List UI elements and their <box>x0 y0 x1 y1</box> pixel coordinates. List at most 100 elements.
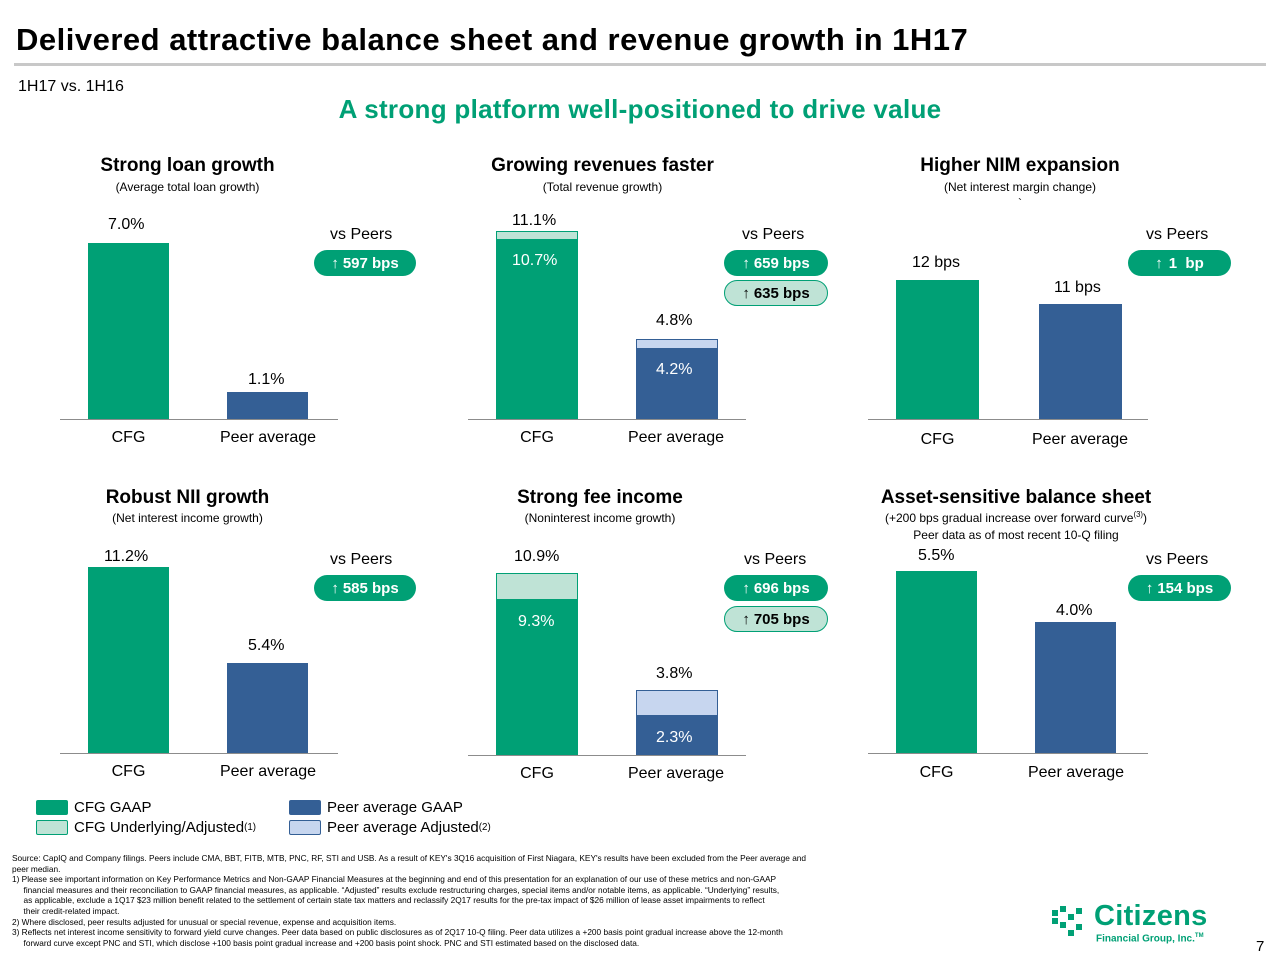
asset-cat-cfg: CFG <box>919 764 954 781</box>
fee-peer-adjusted-bar <box>636 690 718 716</box>
footnote-line: financial measures and their reconciliat… <box>12 884 780 895</box>
legend-label: CFG GAAP <box>74 799 152 816</box>
legend-peer-adjusted: Peer average Adjusted (2) <box>289 819 491 836</box>
fee-cat-cfg: CFG <box>520 765 554 782</box>
asset-cat-peer: Peer average <box>1027 764 1125 781</box>
revenue-delta-pill-adjusted: ↑ 635 bps <box>724 280 828 306</box>
asset-peer-bar <box>1035 622 1116 753</box>
legend-swatch-cfg-adjusted <box>36 820 68 835</box>
nim-peer-value: 11 bps <box>1054 279 1101 296</box>
revenue-peer-adjusted-bar <box>636 339 718 349</box>
loan-peer-bar <box>227 392 308 419</box>
up-arrow-icon: ↑ <box>1145 579 1154 597</box>
legend-peer-gaap: Peer average GAAP <box>289 799 463 816</box>
citizens-logo-wordmark: Citizens <box>1094 900 1208 932</box>
nii-panel-subtitle: (Net interest income growth) <box>112 511 263 525</box>
asset-delta-pill: ↑ 154 bps <box>1128 575 1231 601</box>
citizens-logo-tm: TM <box>1194 933 1204 939</box>
nii-cat-cfg: CFG <box>111 763 146 780</box>
fee-panel-title: Strong fee income <box>517 487 683 508</box>
fee-cfg-adjusted-bar <box>496 573 578 600</box>
asset-peer-value: 4.0% <box>1056 602 1093 619</box>
footnote-line: forward curve except PNC and STI, which … <box>12 937 640 948</box>
revenue-panel-title: Growing revenues faster <box>491 155 714 176</box>
revenue-cat-cfg: CFG <box>520 429 554 446</box>
nim-delta-pill: ↑ 1 bp <box>1128 250 1231 276</box>
asset-panel-subtitle2: Peer data as of most recent 10-Q filing <box>913 528 1119 542</box>
up-arrow-icon: ↑ <box>742 284 750 302</box>
nii-cfg-bar <box>88 567 169 753</box>
legend-label: Peer average Adjusted <box>327 819 479 836</box>
nim-cfg-bar <box>896 280 979 419</box>
footnote-line: 2) Where disclosed, peer results adjuste… <box>12 916 397 927</box>
revenue-delta-gaap: 659 bps <box>753 254 810 272</box>
fee-peer-gaap-value: 2.3% <box>656 729 693 746</box>
revenue-peer-total-value: 4.8% <box>656 312 693 329</box>
up-arrow-icon: ↑ <box>742 610 750 628</box>
asset-cfg-bar <box>896 571 977 753</box>
fee-cfg-gaap-value: 9.3% <box>518 613 555 630</box>
nim-panel-subtitle: (Net interest margin change) <box>943 180 1097 194</box>
legend-cfg-gaap: CFG GAAP <box>36 799 152 816</box>
up-arrow-icon: ↑ <box>331 579 339 597</box>
footnote-line: as applicable, exclude a 1Q17 $23 millio… <box>12 895 765 906</box>
loan-vs-peers: vs Peers <box>330 226 393 243</box>
fee-cfg-gaap-bar <box>496 600 578 755</box>
revenue-axis <box>468 419 746 420</box>
citizens-logo-tagline-text: Financial Group, Inc. <box>1096 933 1195 945</box>
loan-cat-cfg: CFG <box>111 429 146 446</box>
revenue-cfg-total-value: 11.1% <box>512 212 557 229</box>
fee-delta-gaap: 696 bps <box>753 579 810 597</box>
asset-footnote-ref: (3) <box>1133 510 1143 519</box>
legend-label: CFG Underlying/Adjusted <box>74 819 245 836</box>
fee-peer-total-value: 3.8% <box>656 665 693 682</box>
period-label: 1H17 vs. 1H16 <box>18 78 124 95</box>
citizens-logo: Citizens Financial Group, Inc.TM <box>1050 900 1230 950</box>
nim-cfg-value: 12 bps <box>912 254 961 271</box>
footnote-line: 1) Please see important information on K… <box>12 874 777 885</box>
asset-vs-peers: vs Peers <box>1146 551 1209 568</box>
slide-title: Delivered attractive balance sheet and r… <box>16 22 969 57</box>
legend-swatch-cfg-gaap <box>36 800 68 815</box>
nii-peer-bar <box>227 663 308 753</box>
fee-cat-peer: Peer average <box>627 765 725 782</box>
revenue-delta-pill-gaap: ↑ 659 bps <box>724 250 828 276</box>
legend-swatch-peer-adjusted <box>289 820 321 835</box>
loan-delta-pill: ↑ 597 bps <box>314 250 416 276</box>
revenue-cfg-gaap-bar <box>496 240 578 419</box>
up-arrow-icon: ↑ <box>1155 254 1163 272</box>
footnote-line: Source: CapIQ and Company filings. Peers… <box>12 853 807 863</box>
loan-cfg-bar <box>88 243 169 419</box>
title-divider <box>14 63 1266 66</box>
nim-panel-title: Higher NIM expansion <box>920 155 1120 176</box>
loan-panel-title: Strong loan growth <box>100 155 275 176</box>
nim-cat-cfg: CFG <box>920 431 955 448</box>
nii-delta-value: 585 bps <box>342 579 399 597</box>
fee-cfg-total-value: 10.9% <box>514 548 560 565</box>
loan-peer-value: 1.1% <box>248 371 285 388</box>
up-arrow-icon: ↑ <box>742 254 750 272</box>
fee-panel-subtitle: (Noninterest income growth) <box>524 511 676 525</box>
headline: A strong platform well-positioned to dri… <box>338 94 942 124</box>
citizens-logo-tagline: Financial Group, Inc.TM <box>1096 933 1204 944</box>
loan-cfg-value: 7.0% <box>108 216 145 233</box>
legend-label: Peer average GAAP <box>327 799 463 816</box>
nim-peer-bar <box>1039 304 1122 419</box>
revenue-peer-gaap-bar <box>636 349 718 419</box>
revenue-cfg-gaap-value: 10.7% <box>512 252 558 269</box>
up-arrow-icon: ↑ <box>331 254 339 272</box>
citizens-logo-mark-icon <box>1052 906 1082 936</box>
asset-subtitle-close: ) <box>1143 511 1147 525</box>
fee-vs-peers: vs Peers <box>744 551 807 568</box>
footnotes: Source: CapIQ and Company filings. Peers… <box>12 853 1052 948</box>
revenue-panel-subtitle: (Total revenue growth) <box>542 180 663 194</box>
nim-stray-tick: ` <box>1018 196 1022 210</box>
asset-cfg-value: 5.5% <box>918 547 955 564</box>
nii-peer-value: 5.4% <box>248 637 285 654</box>
footnote-line: their credit-related impact. <box>12 905 120 916</box>
up-arrow-icon: ↑ <box>742 579 750 597</box>
nii-delta-pill: ↑ 585 bps <box>314 575 416 601</box>
fee-delta-pill-gaap: ↑ 696 bps <box>724 575 828 601</box>
footnote-line: 3) Reflects net interest income sensitiv… <box>12 927 783 938</box>
nim-cat-peer: Peer average <box>1031 431 1129 448</box>
